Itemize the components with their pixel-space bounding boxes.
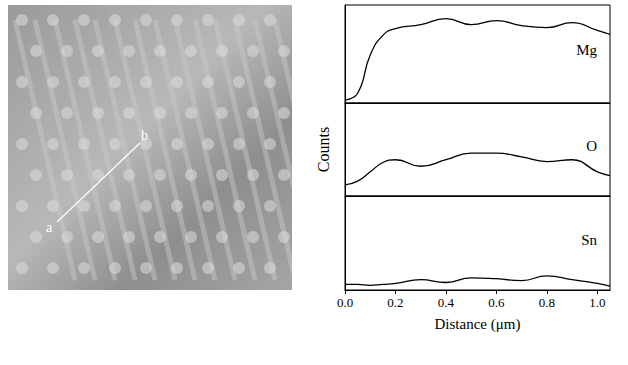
svg-text:b: b [141, 128, 148, 143]
svg-text:1.0: 1.0 [589, 295, 605, 310]
svg-text:O: O [586, 138, 597, 154]
svg-text:0.8: 0.8 [539, 295, 555, 310]
svg-text:0.0: 0.0 [337, 295, 353, 310]
svg-text:0.4: 0.4 [438, 295, 455, 310]
svg-text:a: a [46, 220, 53, 235]
svg-text:Mg: Mg [576, 42, 597, 58]
svg-text:Distance (μm): Distance (μm) [435, 316, 521, 333]
svg-text:Sn: Sn [581, 232, 597, 248]
svg-text:0.6: 0.6 [488, 295, 505, 310]
svg-text:0.2: 0.2 [387, 295, 403, 310]
svg-text:Counts: Counts [315, 127, 332, 172]
